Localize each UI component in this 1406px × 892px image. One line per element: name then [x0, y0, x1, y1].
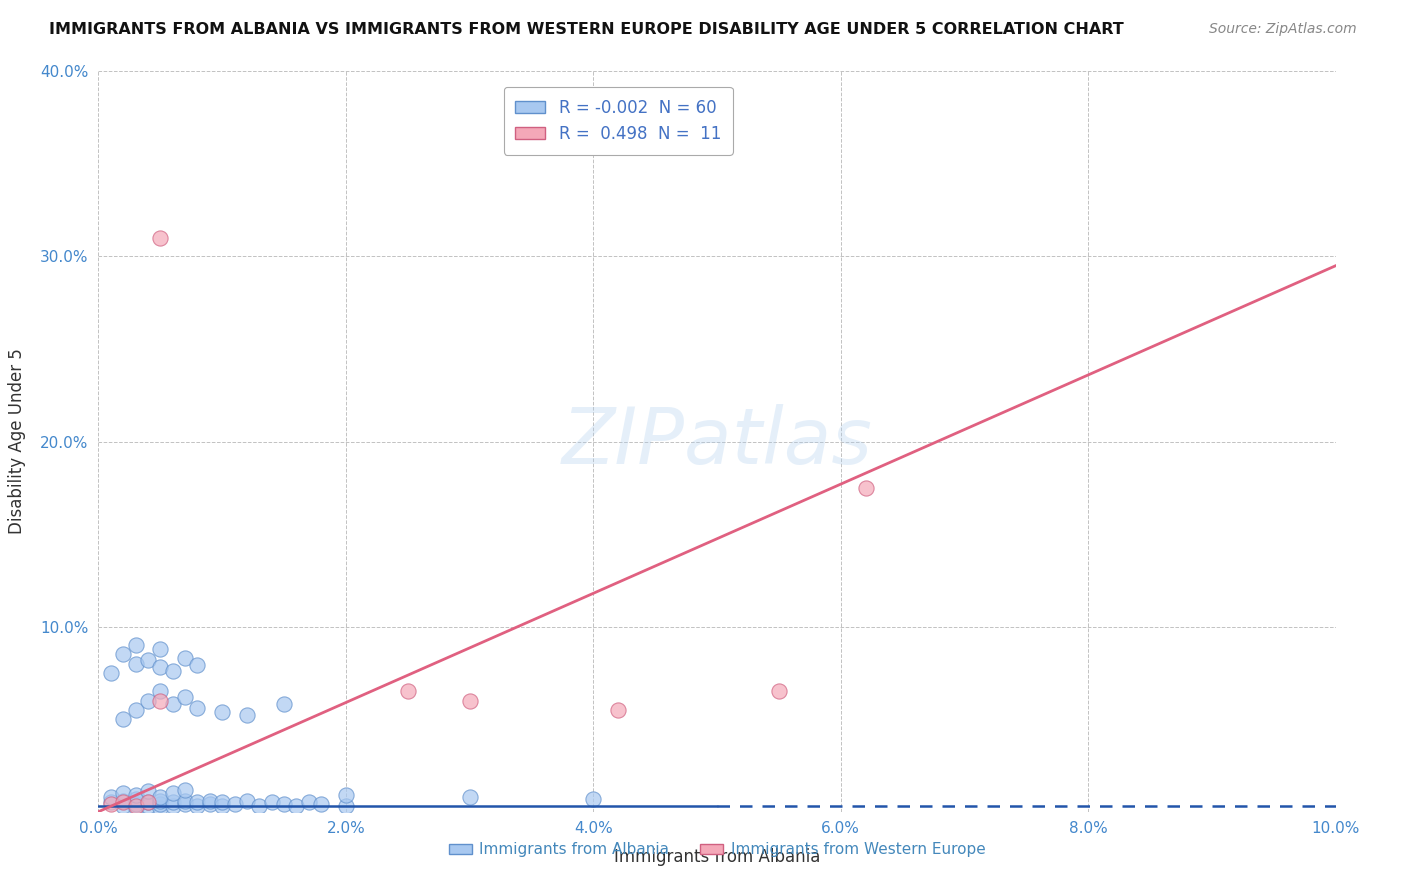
Point: [186, 701, 208, 715]
Point: [768, 684, 790, 698]
Point: [260, 796, 283, 810]
Point: [198, 794, 221, 808]
Point: [162, 799, 184, 814]
Point: [396, 684, 419, 698]
Point: [149, 660, 172, 674]
Point: [582, 791, 605, 805]
Point: [174, 651, 197, 665]
Text: IMMIGRANTS FROM ALBANIA VS IMMIGRANTS FROM WESTERN EUROPE DISABILITY AGE UNDER 5: IMMIGRANTS FROM ALBANIA VS IMMIGRANTS FR…: [49, 22, 1123, 37]
Point: [136, 796, 159, 810]
Point: [124, 799, 146, 814]
Point: [149, 684, 172, 698]
Point: [186, 799, 208, 814]
Point: [124, 788, 146, 802]
Point: [273, 698, 295, 712]
Point: [247, 799, 270, 814]
Y-axis label: Disability Age Under 5: Disability Age Under 5: [8, 349, 27, 534]
Point: [855, 481, 877, 495]
Point: [236, 794, 259, 808]
Point: [149, 801, 172, 815]
X-axis label: Immigrants from Albania: Immigrants from Albania: [614, 847, 820, 865]
Point: [149, 797, 172, 812]
Point: [124, 801, 146, 815]
Point: [124, 657, 146, 671]
Point: [298, 796, 321, 810]
Point: [211, 796, 233, 810]
Point: [186, 658, 208, 673]
Point: [162, 796, 184, 810]
Point: [162, 664, 184, 678]
Legend: Immigrants from Albania, Immigrants from Western Europe: Immigrants from Albania, Immigrants from…: [443, 836, 991, 863]
Point: [174, 690, 197, 704]
Point: [174, 782, 197, 797]
Point: [100, 665, 122, 680]
Point: [149, 641, 172, 656]
Point: [273, 797, 295, 812]
Point: [124, 638, 146, 652]
Text: ZIPatlas: ZIPatlas: [561, 403, 873, 480]
Point: [285, 799, 308, 814]
Point: [124, 703, 146, 717]
Point: [149, 231, 172, 245]
Point: [309, 797, 332, 812]
Point: [124, 797, 146, 812]
Point: [136, 799, 159, 814]
Text: Source: ZipAtlas.com: Source: ZipAtlas.com: [1209, 22, 1357, 37]
Point: [112, 786, 135, 800]
Point: [112, 799, 135, 814]
Point: [100, 789, 122, 804]
Point: [335, 799, 357, 814]
Point: [112, 796, 135, 810]
Point: [224, 797, 246, 812]
Point: [174, 794, 197, 808]
Point: [335, 788, 357, 802]
Point: [100, 796, 122, 810]
Point: [174, 797, 197, 812]
Point: [136, 653, 159, 667]
Point: [162, 786, 184, 800]
Point: [136, 694, 159, 708]
Point: [149, 794, 172, 808]
Point: [211, 799, 233, 814]
Point: [162, 698, 184, 712]
Point: [149, 694, 172, 708]
Point: [607, 703, 630, 717]
Point: [100, 797, 122, 812]
Point: [186, 796, 208, 810]
Point: [112, 794, 135, 808]
Point: [112, 712, 135, 726]
Point: [198, 797, 221, 812]
Point: [124, 791, 146, 805]
Point: [458, 789, 481, 804]
Point: [211, 705, 233, 719]
Point: [112, 648, 135, 662]
Point: [458, 694, 481, 708]
Point: [236, 708, 259, 723]
Point: [149, 789, 172, 804]
Point: [136, 796, 159, 810]
Point: [136, 784, 159, 798]
